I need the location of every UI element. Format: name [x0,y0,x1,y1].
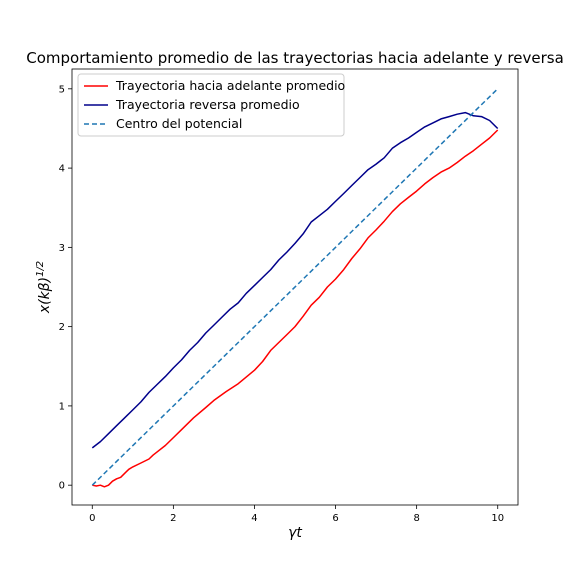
x-tick-label: 2 [170,513,176,524]
x-tick-label: 0 [89,513,95,524]
y-tick-label: 1 [59,401,65,412]
y-axis-label-main: x(kβ) [37,277,53,314]
y-tick-label: 3 [59,243,65,254]
x-tick-label: 4 [251,513,257,524]
x-tick-label: 8 [413,513,419,524]
x-tick-label: 6 [332,513,338,524]
legend-label-forward: Trayectoria hacia adelante promedio [115,78,345,93]
x-axis-label: γt [288,525,302,541]
y-tick-label: 5 [59,84,65,95]
series-line-1 [91,111,499,449]
plot-area [91,88,499,488]
chart-title: Comportamiento promedio de las trayector… [26,49,564,67]
legend: Trayectoria hacia adelante promedio Tray… [77,73,345,137]
series-line-2 [91,88,499,486]
x-axis: 0 2 4 6 8 10 [89,505,504,524]
y-axis-label-exponent: 1/2 [35,261,46,277]
axes-frame [71,68,519,506]
y-tick-label: 0 [59,481,65,492]
legend-label-reverse: Trayectoria reversa promedio [115,97,300,112]
legend-box [77,73,345,137]
y-tick-label: 2 [59,322,65,333]
series-line-0 [92,129,499,488]
y-axis: 0 1 2 3 4 5 [59,84,72,492]
x-tick-label: 10 [491,513,504,524]
y-tick-label: 4 [59,164,65,175]
legend-label-center: Centro del potencial [116,116,242,131]
y-axis-label: x(kβ)1/2 [35,261,53,314]
